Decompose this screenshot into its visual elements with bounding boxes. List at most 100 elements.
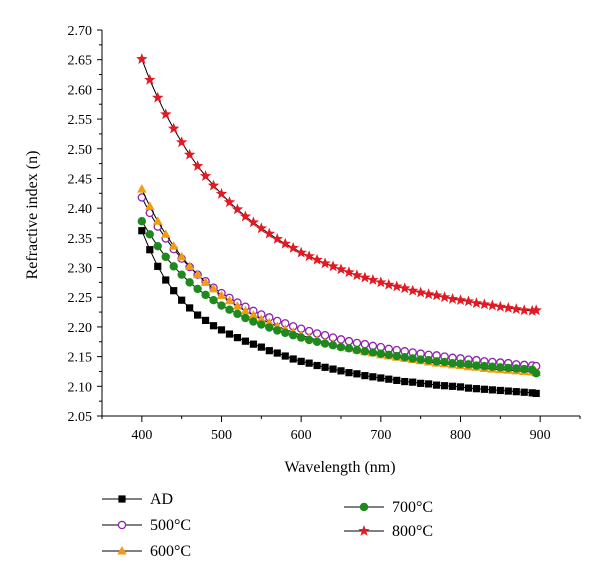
data-point (448, 382, 457, 390)
data-point (271, 233, 283, 244)
y-axis-label: Refractive index (n) (24, 151, 41, 280)
data-point (233, 309, 242, 319)
x-tick-label: 600 (291, 428, 312, 443)
data-point (335, 263, 347, 275)
legend-item: 700°C (344, 499, 433, 516)
data-point (532, 389, 540, 398)
data-point (296, 333, 306, 342)
y-tick-label: 2.55 (68, 113, 93, 128)
data-point (303, 250, 315, 262)
data-point (424, 355, 433, 365)
plot-area (136, 53, 542, 398)
data-point (520, 364, 529, 374)
data-point (225, 330, 234, 338)
data-point (360, 339, 370, 349)
data-point (320, 339, 330, 348)
data-point (217, 326, 226, 334)
data-point (344, 344, 354, 353)
data-point (295, 246, 307, 258)
data-point (177, 270, 186, 279)
data-point (153, 241, 162, 251)
data-point (215, 187, 228, 199)
data-point (369, 373, 377, 381)
data-point (432, 357, 441, 366)
data-point (391, 280, 403, 292)
data-point (178, 296, 186, 304)
data-point (297, 357, 305, 365)
data-point (392, 351, 401, 361)
data-point (504, 387, 512, 395)
legend-marker (359, 502, 369, 512)
data-point (154, 262, 162, 270)
data-point (313, 361, 321, 370)
data-point (351, 269, 363, 281)
y-tick-label: 2.45 (68, 172, 93, 187)
data-point (448, 358, 457, 368)
data-point (183, 148, 196, 160)
data-point (319, 257, 331, 269)
data-point (160, 229, 171, 238)
y-tick-label: 2.25 (68, 291, 93, 306)
data-point (496, 363, 505, 372)
data-point (225, 305, 234, 314)
data-point (265, 347, 273, 355)
x-tick-label: 400 (131, 428, 152, 443)
data-point (352, 345, 362, 355)
data-point (265, 323, 274, 332)
legend-marker (117, 520, 127, 530)
data-point (406, 284, 419, 296)
data-point (304, 335, 314, 345)
data-point (146, 246, 154, 254)
data-point (248, 310, 259, 319)
data-point (518, 304, 530, 316)
data-point (193, 284, 202, 294)
legend-label: 500°C (150, 517, 191, 534)
data-point (528, 389, 536, 397)
data-point (224, 295, 235, 305)
data-point (312, 337, 322, 346)
data-point (161, 252, 170, 262)
data-point (207, 179, 220, 191)
data-point (470, 297, 483, 309)
data-point (217, 301, 226, 310)
data-point (249, 317, 258, 326)
data-point (289, 355, 297, 363)
data-point (194, 311, 202, 319)
data-point (185, 278, 194, 287)
data-point (169, 262, 178, 271)
data-point (337, 367, 345, 375)
data-point (531, 369, 541, 378)
data-point (273, 326, 282, 335)
data-point (232, 301, 243, 310)
data-point (201, 316, 210, 324)
data-point (137, 217, 147, 226)
data-point (287, 241, 299, 253)
data-point (400, 353, 409, 362)
data-point (464, 384, 473, 392)
data-point (327, 260, 339, 272)
data-point (361, 372, 369, 380)
data-point (257, 320, 266, 329)
data-point (247, 216, 260, 228)
data-point (409, 378, 417, 386)
data-point (209, 322, 218, 330)
data-point (510, 303, 522, 314)
data-point (208, 283, 219, 293)
data-point (263, 227, 276, 239)
data-point (417, 379, 425, 387)
data-point (199, 170, 212, 181)
data-point (162, 276, 170, 284)
data-point (377, 374, 385, 382)
data-point (393, 376, 401, 384)
data-point (200, 277, 211, 286)
series-ad (138, 227, 540, 398)
data-point (239, 210, 252, 222)
data-point (257, 343, 265, 351)
legend-label: 600°C (150, 543, 191, 560)
data-point (359, 271, 371, 283)
data-point (145, 201, 155, 210)
data-point (136, 53, 148, 64)
data-point (376, 349, 386, 358)
data-point (456, 359, 465, 368)
